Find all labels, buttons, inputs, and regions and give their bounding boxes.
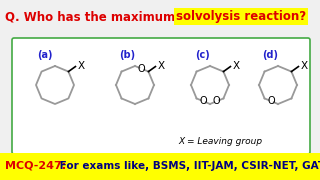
FancyBboxPatch shape <box>0 153 320 180</box>
Text: X = Leaving group: X = Leaving group <box>178 138 262 147</box>
Text: X: X <box>300 60 308 71</box>
Text: X: X <box>157 60 164 71</box>
Text: solvolysis reaction?: solvolysis reaction? <box>176 10 306 23</box>
Text: For exams like, BSMS, IIT-JAM, CSIR-NET, GATE, etc.: For exams like, BSMS, IIT-JAM, CSIR-NET,… <box>56 161 320 171</box>
Text: X: X <box>77 60 84 71</box>
Text: O: O <box>213 96 220 106</box>
Text: (d): (d) <box>262 50 278 60</box>
Text: MCQ-247:: MCQ-247: <box>5 161 66 171</box>
Text: O: O <box>138 64 146 74</box>
Text: (c): (c) <box>195 50 209 60</box>
Text: (b): (b) <box>119 50 135 60</box>
Text: X: X <box>232 60 240 71</box>
Text: (a): (a) <box>37 50 53 60</box>
FancyBboxPatch shape <box>12 38 310 154</box>
Text: O: O <box>268 96 275 106</box>
Text: O: O <box>199 96 207 106</box>
Text: Q. Who has the maximum rate for: Q. Who has the maximum rate for <box>5 10 234 23</box>
